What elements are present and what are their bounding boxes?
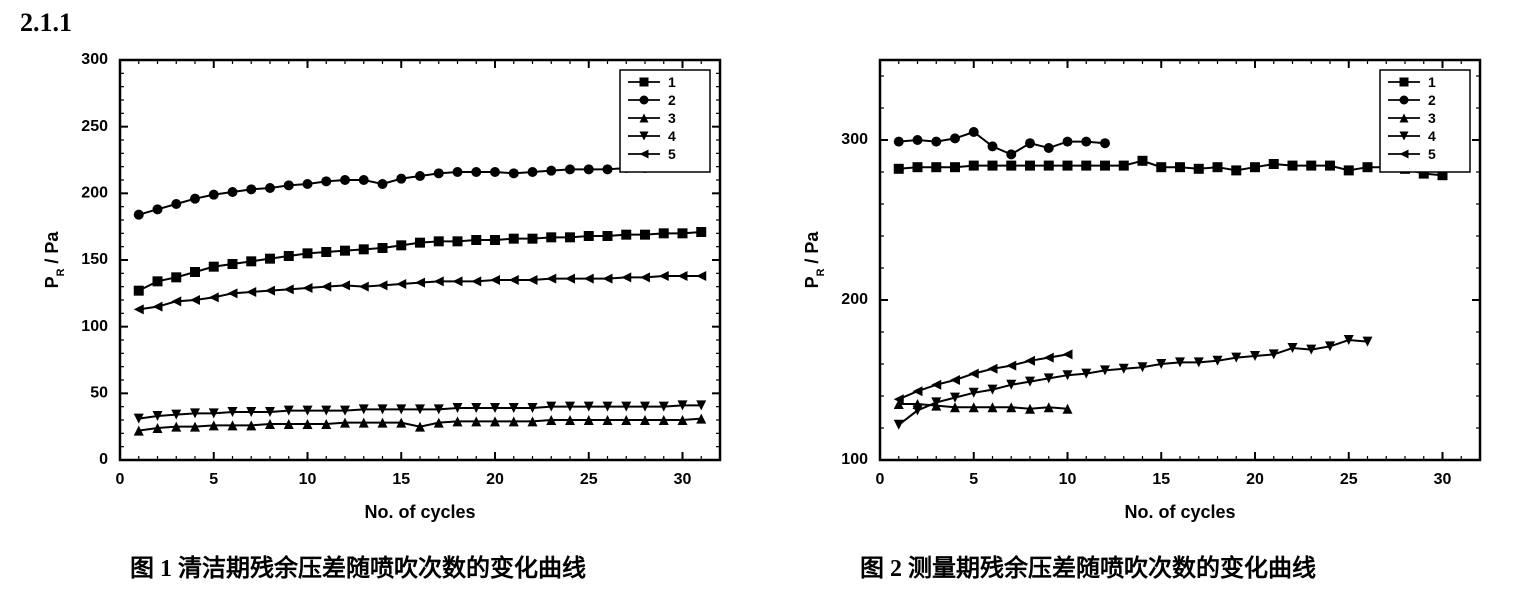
svg-text:PR / Pa: PR / Pa xyxy=(802,231,827,289)
section-number: 2.1.1 xyxy=(20,8,72,38)
svg-text:30: 30 xyxy=(1434,471,1452,488)
svg-text:10: 10 xyxy=(299,471,317,488)
svg-text:150: 150 xyxy=(81,251,108,268)
chart-figure-2: 051015202530100200300No. of cyclesPR / P… xyxy=(790,40,1510,540)
svg-text:0: 0 xyxy=(116,471,125,488)
svg-text:25: 25 xyxy=(580,471,598,488)
chart-figure-1: 051015202530050100150200250300No. of cyc… xyxy=(30,40,750,540)
svg-text:0: 0 xyxy=(99,451,108,468)
svg-text:100: 100 xyxy=(81,318,108,335)
svg-text:200: 200 xyxy=(81,185,108,202)
svg-text:50: 50 xyxy=(90,385,108,402)
svg-text:15: 15 xyxy=(392,471,410,488)
chart-plot: 051015202530050100150200250300No. of cyc… xyxy=(30,40,750,540)
svg-text:200: 200 xyxy=(841,291,868,308)
svg-text:4: 4 xyxy=(668,128,676,144)
svg-text:2: 2 xyxy=(668,92,676,108)
chart-legend xyxy=(620,70,710,172)
svg-text:20: 20 xyxy=(1246,471,1264,488)
svg-text:100: 100 xyxy=(841,451,868,468)
svg-text:No. of cycles: No. of cycles xyxy=(1124,502,1235,522)
svg-text:No. of cycles: No. of cycles xyxy=(364,502,475,522)
svg-text:3: 3 xyxy=(668,110,676,126)
svg-text:5: 5 xyxy=(969,471,978,488)
chart-plot: 051015202530100200300No. of cyclesPR / P… xyxy=(790,40,1510,540)
svg-text:300: 300 xyxy=(81,51,108,68)
svg-text:250: 250 xyxy=(81,118,108,135)
svg-text:2: 2 xyxy=(1428,92,1436,108)
svg-text:5: 5 xyxy=(209,471,218,488)
svg-text:30: 30 xyxy=(674,471,692,488)
chart-legend xyxy=(1380,70,1470,172)
svg-text:1: 1 xyxy=(1428,74,1436,90)
svg-text:PR / Pa: PR / Pa xyxy=(42,231,67,289)
svg-text:5: 5 xyxy=(668,146,676,162)
svg-text:15: 15 xyxy=(1152,471,1170,488)
svg-text:20: 20 xyxy=(486,471,504,488)
svg-text:5: 5 xyxy=(1428,146,1436,162)
svg-text:300: 300 xyxy=(841,131,868,148)
svg-text:25: 25 xyxy=(1340,471,1358,488)
svg-text:0: 0 xyxy=(876,471,885,488)
caption-figure-2: 图 2 测量期残余压差随喷吹次数的变化曲线 xyxy=(860,548,1316,583)
svg-text:4: 4 xyxy=(1428,128,1436,144)
svg-text:1: 1 xyxy=(668,74,676,90)
caption-figure-1: 图 1 清洁期残余压差随喷吹次数的变化曲线 xyxy=(130,548,586,583)
svg-text:10: 10 xyxy=(1059,471,1077,488)
svg-text:3: 3 xyxy=(1428,110,1436,126)
